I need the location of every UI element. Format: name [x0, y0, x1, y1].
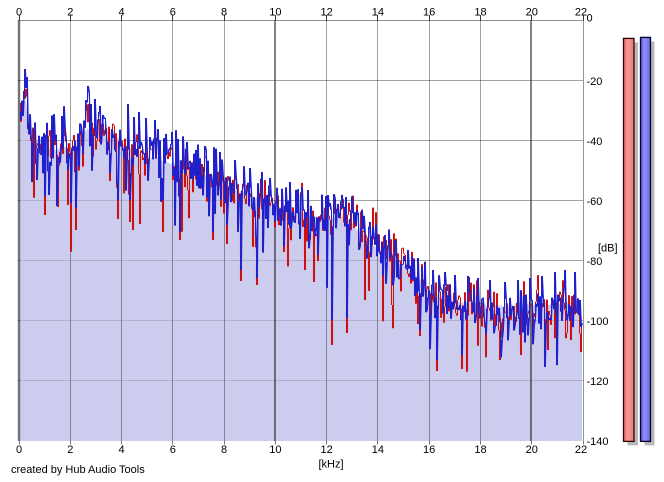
svg-text:created by Hub Audio Tools: created by Hub Audio Tools	[11, 464, 145, 476]
svg-text:0: 0	[16, 444, 22, 456]
svg-text:-80: -80	[587, 256, 603, 268]
svg-text:0: 0	[587, 13, 593, 25]
svg-text:22: 22	[575, 7, 587, 19]
svg-text:-60: -60	[587, 196, 603, 208]
svg-text:20: 20	[526, 444, 538, 456]
svg-text:2: 2	[67, 7, 73, 19]
svg-text:4: 4	[118, 7, 124, 19]
svg-text:18: 18	[474, 7, 486, 19]
svg-text:2: 2	[67, 444, 73, 456]
svg-text:4: 4	[118, 444, 124, 456]
svg-text:[kHz]: [kHz]	[318, 459, 343, 471]
svg-text:16: 16	[423, 444, 435, 456]
svg-text:10: 10	[269, 7, 281, 19]
svg-text:8: 8	[221, 444, 227, 456]
svg-text:0: 0	[16, 7, 22, 19]
svg-text:12: 12	[321, 7, 333, 19]
svg-text:16: 16	[423, 7, 435, 19]
svg-text:-120: -120	[587, 376, 609, 388]
svg-text:-140: -140	[587, 436, 609, 448]
svg-text:-20: -20	[587, 76, 603, 88]
svg-text:6: 6	[170, 7, 176, 19]
svg-text:12: 12	[321, 444, 333, 456]
svg-text:20: 20	[526, 7, 538, 19]
svg-text:22: 22	[575, 444, 587, 456]
svg-text:14: 14	[372, 7, 384, 19]
svg-text:10: 10	[269, 444, 281, 456]
svg-text:-100: -100	[587, 316, 609, 328]
svg-text:6: 6	[170, 444, 176, 456]
svg-text:[dB]: [dB]	[598, 243, 618, 255]
svg-text:8: 8	[221, 7, 227, 19]
svg-text:18: 18	[474, 444, 486, 456]
svg-text:-40: -40	[587, 136, 603, 148]
svg-text:14: 14	[372, 444, 384, 456]
